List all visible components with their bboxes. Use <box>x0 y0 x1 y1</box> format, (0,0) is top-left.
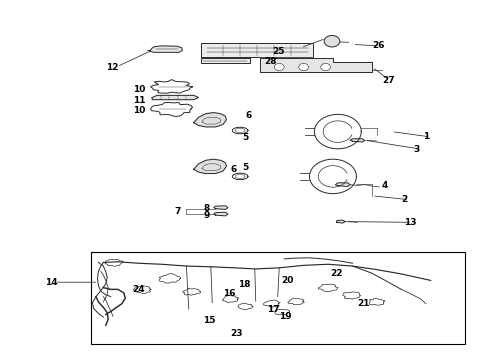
Polygon shape <box>194 113 226 127</box>
Bar <box>91 252 465 344</box>
Text: 1: 1 <box>423 132 430 141</box>
Text: 12: 12 <box>106 63 118 72</box>
Text: 14: 14 <box>45 278 57 287</box>
Text: 5: 5 <box>243 133 249 142</box>
Circle shape <box>321 63 331 71</box>
Text: 13: 13 <box>404 218 416 227</box>
Text: 23: 23 <box>230 329 243 338</box>
Text: 9: 9 <box>203 211 210 220</box>
Text: 10: 10 <box>133 106 145 115</box>
Text: 20: 20 <box>282 276 294 285</box>
Text: 25: 25 <box>272 47 284 56</box>
Polygon shape <box>150 46 182 52</box>
Text: 21: 21 <box>357 299 370 308</box>
Text: 4: 4 <box>382 181 388 190</box>
Polygon shape <box>152 95 198 100</box>
Circle shape <box>324 36 340 47</box>
Text: 6: 6 <box>230 165 237 174</box>
Text: 10: 10 <box>133 85 145 94</box>
Polygon shape <box>214 212 228 216</box>
Text: 28: 28 <box>265 57 277 66</box>
Text: 5: 5 <box>243 163 249 172</box>
Text: 11: 11 <box>133 96 145 105</box>
Polygon shape <box>335 183 350 186</box>
Bar <box>201 58 250 63</box>
Text: 3: 3 <box>414 145 420 154</box>
Text: 18: 18 <box>238 280 250 289</box>
Text: 19: 19 <box>279 312 292 321</box>
Text: 15: 15 <box>203 316 216 325</box>
Text: 24: 24 <box>133 284 145 293</box>
Circle shape <box>274 63 284 71</box>
Polygon shape <box>214 206 228 210</box>
Text: 27: 27 <box>382 76 394 85</box>
Text: 22: 22 <box>331 269 343 278</box>
Text: 26: 26 <box>372 41 385 50</box>
Polygon shape <box>337 220 345 223</box>
Text: 17: 17 <box>267 305 280 314</box>
Text: 2: 2 <box>401 195 408 204</box>
Polygon shape <box>350 139 365 142</box>
Text: 8: 8 <box>203 204 210 213</box>
Polygon shape <box>260 58 372 72</box>
Text: 16: 16 <box>223 289 236 298</box>
Polygon shape <box>194 159 226 174</box>
Circle shape <box>299 63 309 71</box>
Text: 7: 7 <box>174 207 180 216</box>
FancyBboxPatch shape <box>201 43 314 57</box>
Text: 6: 6 <box>245 111 251 120</box>
